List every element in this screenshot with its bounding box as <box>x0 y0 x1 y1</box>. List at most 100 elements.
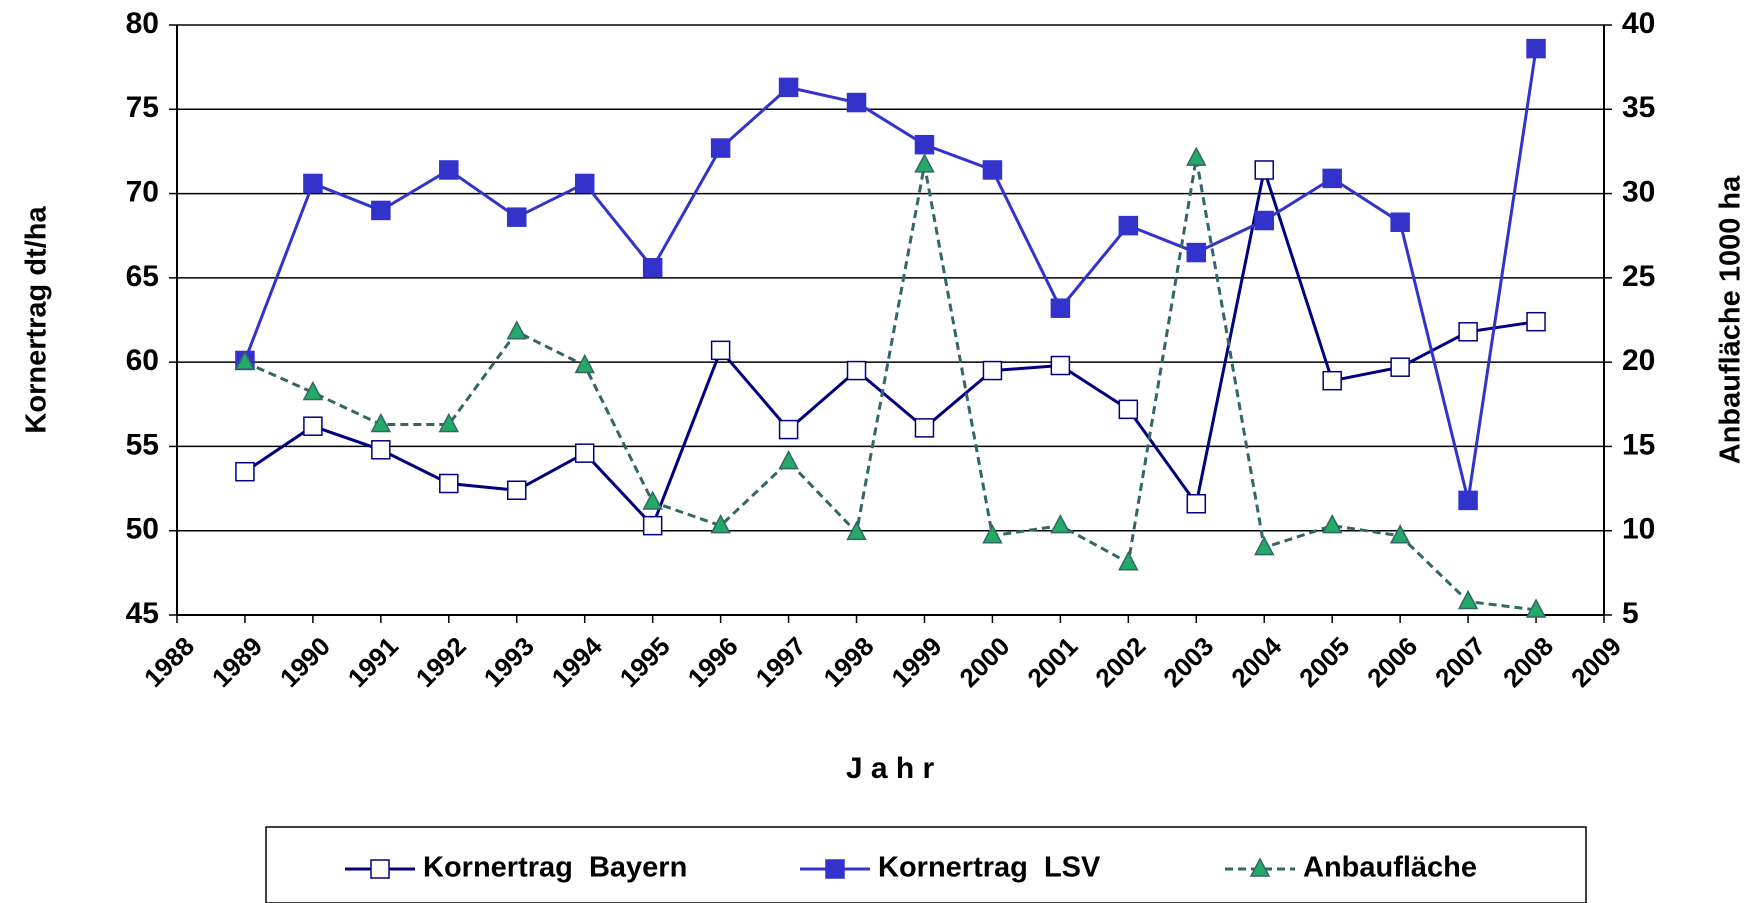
data-point <box>1253 535 1275 556</box>
data-point <box>1321 514 1343 534</box>
data-point <box>710 340 731 361</box>
legend-marker <box>370 859 390 879</box>
data-point <box>1186 242 1207 263</box>
y2-tick-label: 25 <box>1622 260 1655 293</box>
y-tick-label: 70 <box>126 175 159 208</box>
y2-tick-label: 15 <box>1622 428 1655 461</box>
x-tick-label: 1993 <box>478 631 540 693</box>
x-tick-label: 2008 <box>1497 631 1559 693</box>
data-point <box>1254 210 1274 231</box>
data-point <box>642 515 663 536</box>
data-point <box>710 138 731 158</box>
x-tick-label: 1997 <box>750 631 812 693</box>
data-point <box>235 461 255 482</box>
data-point <box>303 173 323 194</box>
data-point <box>1526 38 1546 59</box>
legend-label: Kornertrag Bayern <box>423 852 687 884</box>
y-tick-label: 45 <box>126 597 159 630</box>
x-tick-label: 2004 <box>1225 631 1287 693</box>
data-point <box>506 320 528 340</box>
data-point <box>710 514 731 534</box>
data-point <box>1322 370 1342 391</box>
data-point <box>370 412 392 433</box>
data-point <box>1254 160 1274 180</box>
y-tick-label: 50 <box>126 513 159 546</box>
data-point <box>1525 598 1547 618</box>
data-point <box>1457 589 1479 610</box>
data-point <box>846 520 867 541</box>
series-line <box>244 164 1537 529</box>
data-point <box>1118 551 1139 571</box>
data-point <box>1186 146 1207 166</box>
x-tick-label: 2002 <box>1089 631 1151 693</box>
series-line <box>244 157 1537 612</box>
data-point <box>982 160 1003 180</box>
data-point <box>507 480 527 501</box>
data-point <box>914 134 935 155</box>
x-tick-label: 2000 <box>953 631 1015 693</box>
data-point <box>982 524 1003 544</box>
legend-label: Anbaufläche <box>1303 852 1477 884</box>
data-point <box>642 257 663 278</box>
data-point <box>1458 490 1478 511</box>
x-tick-label: 1990 <box>274 631 336 693</box>
data-point <box>1390 357 1410 377</box>
data-point <box>778 419 799 440</box>
data-point <box>302 380 324 401</box>
y-tick-label: 65 <box>126 260 159 293</box>
x-axis-label: J a h r <box>846 752 935 785</box>
data-point <box>371 200 391 221</box>
data-point <box>1526 311 1546 332</box>
data-point <box>574 353 595 374</box>
x-tick-label: 1988 <box>138 631 200 693</box>
data-point <box>1050 355 1071 376</box>
y2-tick-label: 5 <box>1622 597 1639 630</box>
data-point <box>507 207 527 227</box>
x-tick-label: 1992 <box>410 631 472 693</box>
x-tick-label: 1995 <box>614 631 676 693</box>
data-point <box>1186 493 1207 514</box>
y-tick-label: 80 <box>126 7 159 40</box>
x-tick-label: 1999 <box>885 631 947 693</box>
y2-tick-label: 30 <box>1622 175 1655 208</box>
data-point <box>234 350 256 370</box>
y-axis-label: Kornertrag dt/ha <box>21 206 53 434</box>
x-tick-label: 2006 <box>1361 631 1423 693</box>
data-point <box>371 440 391 460</box>
x-tick-label: 2003 <box>1157 631 1219 693</box>
x-tick-label: 2005 <box>1293 631 1355 693</box>
legend-label: Kornertrag LSV <box>878 852 1101 884</box>
data-point <box>914 418 935 438</box>
data-point <box>778 449 799 470</box>
legend-box <box>265 826 1587 903</box>
data-point <box>982 360 1003 381</box>
data-point <box>1389 524 1411 544</box>
y-tick-label: 60 <box>126 344 159 377</box>
x-tick-label: 1991 <box>342 631 404 693</box>
data-point <box>439 473 459 494</box>
data-point <box>574 173 595 194</box>
x-tick-label: 2007 <box>1429 631 1491 693</box>
data-point <box>1458 322 1478 342</box>
data-point <box>778 77 799 98</box>
y2-axis-label: Anbaufläche 1000 ha <box>1715 175 1747 464</box>
data-point <box>1118 399 1139 420</box>
x-tick-label: 1996 <box>682 631 744 693</box>
data-point <box>846 92 867 113</box>
data-point <box>914 153 935 173</box>
y2-tick-label: 40 <box>1622 7 1655 40</box>
x-tick-label: 2009 <box>1565 631 1627 693</box>
y-tick-label: 75 <box>126 91 159 124</box>
data-point <box>303 416 323 436</box>
legend-marker <box>825 859 845 879</box>
y2-tick-label: 20 <box>1622 344 1655 377</box>
data-point <box>1390 212 1410 232</box>
data-point <box>1118 215 1139 236</box>
series-line <box>243 48 1538 501</box>
data-point <box>846 360 867 381</box>
x-tick-label: 2001 <box>1021 631 1083 693</box>
legend-marker <box>1249 857 1271 877</box>
data-point <box>1050 298 1071 318</box>
x-tick-label: 1989 <box>206 631 268 693</box>
